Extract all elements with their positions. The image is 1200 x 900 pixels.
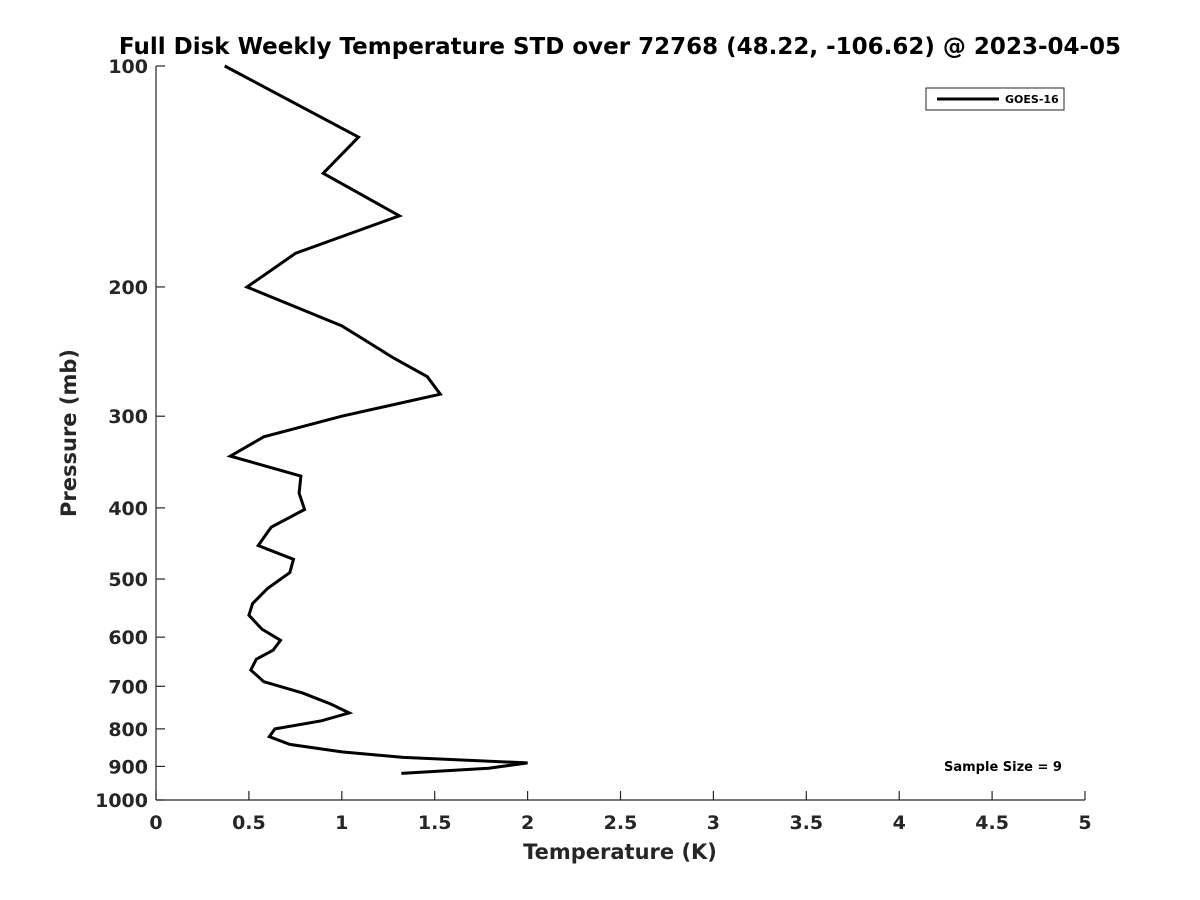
y-tick-label: 600 <box>108 627 148 649</box>
x-tick-label: 4.5 <box>975 812 1009 834</box>
chart-title: Full Disk Weekly Temperature STD over 72… <box>119 34 1121 60</box>
series-line-goes-16 <box>223 64 528 775</box>
y-tick-label: 1000 <box>95 790 148 812</box>
x-tick-label: 1.5 <box>418 812 452 834</box>
sample-size-annotation: Sample Size = 9 <box>944 760 1062 775</box>
y-ticks: 100 200 300 400 500 600 700 800 900 1000 <box>95 56 165 812</box>
x-axis-label: Temperature (K) <box>523 840 717 864</box>
y-tick-label: 300 <box>108 406 148 428</box>
y-tick-label: 900 <box>108 756 148 778</box>
y-tick-label: 400 <box>108 498 148 520</box>
legend-label: GOES-16 <box>1005 93 1059 106</box>
y-tick-label: 200 <box>108 277 148 299</box>
x-tick-label: 3.5 <box>789 812 823 834</box>
legend: GOES-16 <box>925 87 1065 111</box>
y-tick-label: 700 <box>108 676 148 698</box>
x-ticks: 0 0.5 1 1.5 2 2.5 3 3.5 4 4.5 5 <box>149 791 1092 834</box>
x-tick-label: 5 <box>1078 812 1091 834</box>
x-tick-label: 3 <box>707 812 720 834</box>
y-axis-label: Pressure (mb) <box>57 349 81 517</box>
y-tick-label: 100 <box>108 56 148 78</box>
x-tick-label: 0 <box>149 812 162 834</box>
x-tick-label: 2 <box>521 812 534 834</box>
y-tick-label: 500 <box>108 569 148 591</box>
x-tick-label: 4 <box>893 812 906 834</box>
x-tick-label: 1 <box>335 812 348 834</box>
x-tick-label: 2.5 <box>604 812 638 834</box>
x-tick-label: 0.5 <box>232 812 266 834</box>
series <box>223 64 528 775</box>
y-tick-label: 800 <box>108 719 148 741</box>
